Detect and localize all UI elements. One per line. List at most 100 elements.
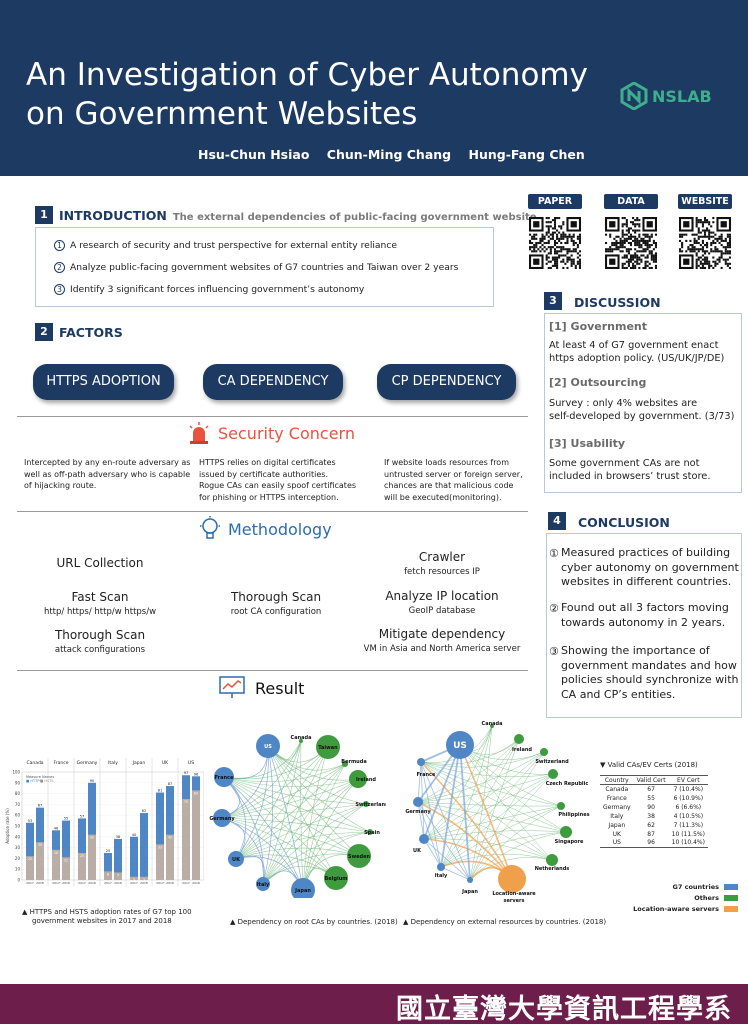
section-number-4: 4 — [548, 512, 566, 530]
qr-module — [648, 244, 651, 247]
qr-module — [553, 221, 557, 224]
qr-module — [699, 244, 702, 247]
qr-module — [629, 241, 633, 245]
qr-module — [531, 246, 534, 249]
dependency-edge — [459, 744, 471, 881]
qr-module — [632, 235, 635, 238]
qr-module — [708, 229, 711, 232]
qr-module — [697, 221, 700, 224]
qr-module — [543, 237, 546, 240]
qr-module — [699, 266, 702, 269]
data-qr-code-icon[interactable] — [605, 217, 657, 269]
qr-module — [644, 256, 647, 259]
dependency-edge — [223, 763, 346, 783]
qr-module — [708, 221, 711, 224]
qr-module — [531, 241, 534, 245]
qr-module — [560, 227, 563, 230]
qr-module — [564, 241, 567, 245]
website-link-label[interactable]: WEBSITE — [678, 194, 732, 209]
dependency-edge — [302, 803, 367, 891]
qr-module — [537, 248, 540, 251]
bar-hsts — [166, 834, 174, 880]
dependency-edge — [469, 805, 562, 881]
qr-module — [533, 244, 536, 247]
qr-module — [644, 262, 647, 265]
node-label: Belgium — [325, 876, 348, 882]
qr-module — [629, 221, 633, 224]
qr-module — [605, 248, 608, 251]
qr-module — [625, 237, 628, 240]
qr-finder — [609, 258, 616, 265]
qr-module — [553, 256, 557, 259]
data-link-label[interactable]: DATA — [604, 194, 658, 209]
qr-module — [708, 264, 711, 267]
qr-module — [706, 244, 709, 247]
qr-module — [654, 254, 657, 257]
qr-module — [718, 241, 721, 245]
qr-module — [625, 254, 628, 257]
node-label: Location-aware — [492, 891, 536, 897]
qr-module — [578, 241, 581, 245]
qr-module — [543, 250, 546, 253]
qr-module — [632, 256, 635, 259]
node-label: Switzerland — [355, 802, 386, 808]
qr-module — [572, 233, 575, 236]
qr-module — [535, 237, 538, 240]
qr-module — [722, 252, 725, 255]
qr-module — [642, 254, 645, 257]
qr-module — [706, 221, 709, 224]
dependency-edge — [417, 773, 554, 803]
qr-module — [654, 246, 657, 249]
qr-module — [697, 231, 700, 234]
section-number-2: 2 — [35, 323, 53, 341]
qr-module — [543, 235, 546, 238]
dependency-edge — [420, 761, 442, 868]
qr-module — [578, 258, 581, 261]
qr-module — [629, 227, 633, 230]
qr-module — [646, 244, 649, 247]
table-row: France 55 6 (10.9%) — [606, 794, 704, 802]
discussion-item-heading: [2] Outsourcing — [549, 376, 647, 389]
dependency-edge — [417, 801, 425, 840]
qr-module — [703, 250, 707, 253]
qr-module — [531, 235, 534, 238]
qr-module — [572, 260, 575, 263]
qr-module — [566, 256, 569, 259]
qr-module — [724, 262, 727, 265]
node-canada — [299, 739, 303, 743]
ext-network-caption: ▲ Dependency on external resources by co… — [403, 918, 607, 926]
node-label: UK — [232, 857, 241, 863]
paper-qr-code-icon[interactable] — [529, 217, 581, 269]
paper-link-label[interactable]: PAPER — [528, 194, 582, 209]
dependency-edge — [235, 745, 269, 860]
qr-module — [609, 250, 612, 253]
qr-module — [529, 239, 532, 242]
qr-module — [564, 235, 567, 238]
qr-module — [562, 260, 565, 263]
qr-module — [681, 235, 684, 238]
qr-module — [574, 250, 577, 253]
qr-module — [611, 250, 614, 253]
website-qr-code-icon[interactable] — [679, 217, 731, 269]
qr-module — [621, 250, 624, 253]
qr-module — [634, 219, 637, 222]
qr-module — [654, 258, 657, 261]
qr-module — [652, 241, 655, 245]
qr-module — [693, 241, 696, 245]
qr-module — [627, 229, 630, 232]
qr-module — [568, 250, 571, 253]
qr-module — [650, 244, 653, 247]
qr-module — [695, 258, 698, 261]
qr-module — [638, 229, 641, 232]
y-tick-label: 10 — [15, 867, 21, 872]
qr-module — [679, 248, 682, 251]
node-italy — [256, 877, 270, 891]
qr-module — [632, 217, 635, 220]
qr-module — [642, 233, 645, 236]
qr-module — [636, 223, 639, 226]
dependency-edge — [417, 801, 442, 868]
qr-module — [652, 260, 655, 263]
qr-module — [726, 250, 729, 253]
node-italy — [437, 863, 445, 871]
qr-module — [718, 260, 721, 263]
